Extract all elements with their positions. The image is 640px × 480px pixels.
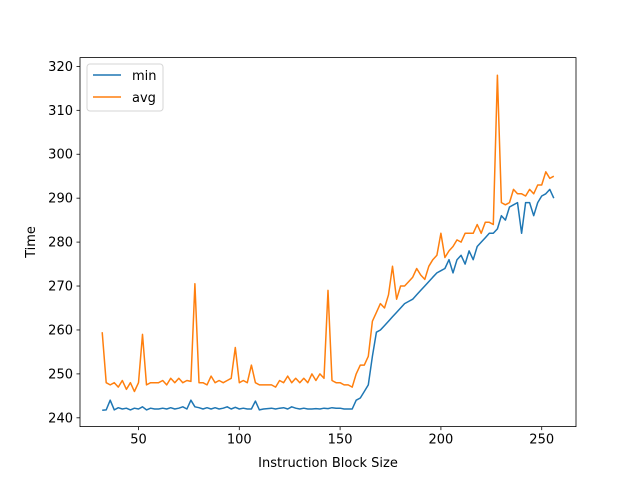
y-tick-label: 250 [48, 367, 73, 382]
y-tick-label: 310 [48, 104, 73, 119]
y-tick-label: 240 [48, 411, 73, 426]
series-line-min [102, 188, 555, 412]
x-tick-label: 50 [130, 433, 147, 448]
x-tick-label: 250 [529, 433, 554, 448]
plot-area [101, 74, 555, 412]
series-line-avg [101, 74, 555, 393]
x-tick-label: 150 [328, 433, 353, 448]
y-tick-label: 320 [48, 60, 73, 75]
axes-frame [79, 57, 577, 427]
y-tick-label: 270 [48, 280, 73, 295]
y-tick-label: 280 [48, 236, 73, 251]
y-tick-label: 260 [48, 323, 73, 338]
ticks: 50 100 150 200 250 240 250 260 270 280 290 300 310 32… [48, 60, 554, 448]
x-axis-label: Instruction Block Size [258, 456, 398, 471]
y-tick-label: 290 [48, 192, 73, 207]
x-tick-label: 200 [428, 433, 453, 448]
y-tick-label: 300 [48, 148, 73, 163]
legend: min avg [86, 63, 164, 112]
x-tick-label: 100 [227, 433, 252, 448]
legend-label-min: min [132, 69, 157, 84]
legend-label-avg: avg [132, 91, 156, 106]
y-axis-label: Time [24, 226, 39, 259]
